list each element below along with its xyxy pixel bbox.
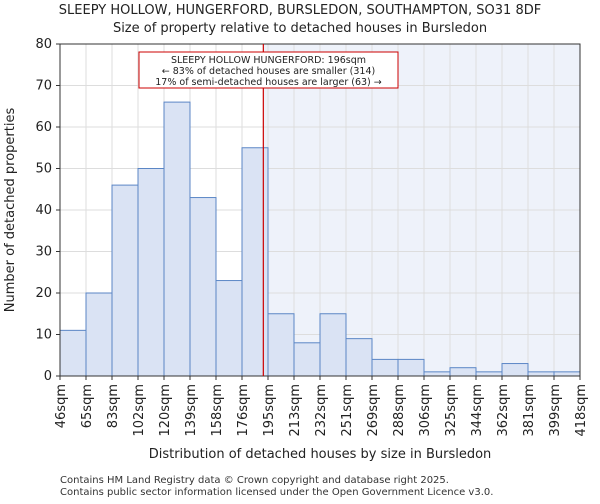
chart-subtitle: Size of property relative to detached ho… — [113, 21, 487, 36]
x-tick-label: 306sqm — [418, 384, 433, 437]
x-tick-label: 213sqm — [288, 384, 303, 437]
x-tick-label: 195sqm — [262, 384, 277, 437]
x-tick-label: 120sqm — [158, 384, 173, 437]
y-tick-label: 30 — [35, 245, 52, 260]
x-tick-label: 176sqm — [236, 384, 251, 437]
x-axis-label: Distribution of detached houses by size … — [149, 447, 492, 462]
y-tick-label: 80 — [35, 37, 52, 52]
x-tick-label: 158sqm — [210, 384, 225, 437]
histogram-bar: 65sqm: 20 — [85, 292, 113, 377]
histogram-bar: 251sqm: 9 — [345, 338, 373, 377]
histogram-bar: 158sqm: 23 — [215, 280, 243, 377]
histogram-bar: 120sqm: 66 — [163, 101, 191, 377]
histogram-bar: 288sqm: 4 — [397, 358, 425, 377]
x-tick-label: 232sqm — [314, 384, 329, 437]
histogram-bar: 83sqm: 46 — [111, 184, 139, 377]
x-tick-label: 46sqm — [54, 384, 69, 428]
footer-copyright: Contains HM Land Registry data © Crown c… — [60, 475, 449, 486]
y-tick-label: 50 — [35, 162, 52, 177]
histogram-bar: 344sqm: 1 — [475, 371, 503, 377]
annotation-line: ← 83% of detached houses are smaller (31… — [162, 66, 375, 77]
histogram-bar: 232sqm: 15 — [319, 313, 347, 377]
x-tick-label: 399sqm — [548, 384, 563, 437]
annotation-line: 17% of semi-detached houses are larger (… — [155, 77, 382, 88]
chart-title: SLEEPY HOLLOW, HUNGERFORD, BURSLEDON, SO… — [59, 3, 541, 18]
histogram-bar: 306sqm: 1 — [423, 371, 451, 377]
x-tick-label: 418sqm — [574, 384, 589, 437]
histogram-bar: 102sqm: 50 — [137, 168, 165, 377]
histogram-bar: 269sqm: 4 — [371, 358, 399, 377]
histogram-bar: 176sqm: 55 — [241, 147, 269, 377]
plot-area: 46sqm: 1165sqm: 2083sqm: 46102sqm: 50120… — [35, 37, 589, 437]
x-tick-label: 83sqm — [106, 384, 121, 428]
y-tick-label: 0 — [44, 369, 52, 384]
annotation-box — [138, 51, 399, 89]
footer-licence: Contains public sector information licen… — [60, 487, 493, 498]
y-axis-label: Number of detached properties — [3, 108, 18, 313]
y-tick-label: 20 — [35, 286, 52, 301]
annotation-line: SLEEPY HOLLOW HUNGERFORD: 196sqm — [171, 55, 366, 66]
x-tick-label: 381sqm — [522, 384, 537, 437]
x-tick-label: 288sqm — [392, 384, 407, 437]
histogram-bar: 325sqm: 2 — [449, 367, 477, 377]
x-tick-label: 344sqm — [470, 384, 485, 437]
histogram-bar: 195sqm: 15 — [267, 313, 295, 377]
histogram-bar: 139sqm: 43 — [189, 197, 217, 377]
histogram-bar: 213sqm: 8 — [293, 342, 321, 377]
histogram-bar: 46sqm: 11 — [59, 329, 87, 377]
histogram-bar: 381sqm: 1 — [527, 371, 555, 377]
histogram-bar: 399sqm: 1 — [553, 371, 581, 377]
x-tick-label: 102sqm — [132, 384, 147, 437]
x-tick-label: 251sqm — [340, 384, 355, 437]
x-tick-label: 325sqm — [444, 384, 459, 437]
x-tick-label: 139sqm — [184, 384, 199, 437]
y-tick-label: 40 — [35, 203, 52, 218]
y-tick-label: 10 — [35, 328, 52, 343]
x-tick-label: 65sqm — [80, 384, 95, 428]
x-tick-label: 362sqm — [496, 384, 511, 437]
x-tick-label: 269sqm — [366, 384, 381, 437]
histogram-bar: 362sqm: 3 — [501, 363, 529, 377]
y-tick-label: 70 — [35, 79, 52, 94]
y-tick-label: 60 — [35, 120, 52, 135]
